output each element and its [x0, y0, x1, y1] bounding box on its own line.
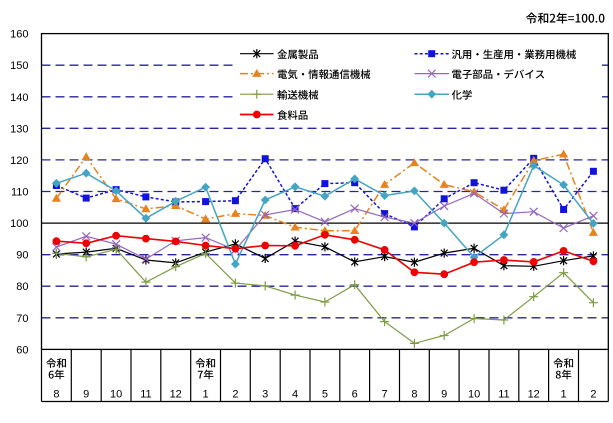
svg-text:5: 5	[322, 389, 328, 401]
svg-text:90: 90	[16, 250, 28, 262]
svg-text:130: 130	[10, 123, 28, 135]
svg-text:120: 120	[10, 155, 28, 167]
svg-text:160: 160	[10, 29, 28, 41]
svg-text:60: 60	[16, 344, 28, 356]
svg-text:140: 140	[10, 92, 28, 104]
svg-text:4: 4	[292, 389, 298, 401]
svg-text:1: 1	[203, 389, 209, 401]
svg-text:8: 8	[53, 389, 59, 401]
svg-text:9: 9	[441, 389, 447, 401]
svg-text:2: 2	[590, 389, 596, 401]
svg-text:11: 11	[140, 389, 151, 401]
svg-text:6: 6	[352, 389, 358, 401]
svg-text:8: 8	[411, 389, 417, 401]
svg-text:7: 7	[382, 389, 388, 401]
svg-text:80: 80	[16, 281, 28, 293]
svg-text:70: 70	[16, 313, 28, 325]
svg-text:12: 12	[170, 389, 182, 401]
svg-text:1: 1	[561, 389, 567, 401]
svg-text:10: 10	[110, 389, 122, 401]
svg-text:110: 110	[11, 187, 29, 199]
svg-text:12: 12	[528, 389, 540, 401]
svg-text:100: 100	[10, 218, 28, 230]
svg-text:3: 3	[262, 389, 268, 401]
svg-text:2: 2	[232, 389, 238, 401]
svg-text:10: 10	[468, 389, 480, 401]
svg-text:11: 11	[498, 389, 509, 401]
svg-text:150: 150	[10, 60, 28, 72]
svg-text:9: 9	[83, 389, 89, 401]
